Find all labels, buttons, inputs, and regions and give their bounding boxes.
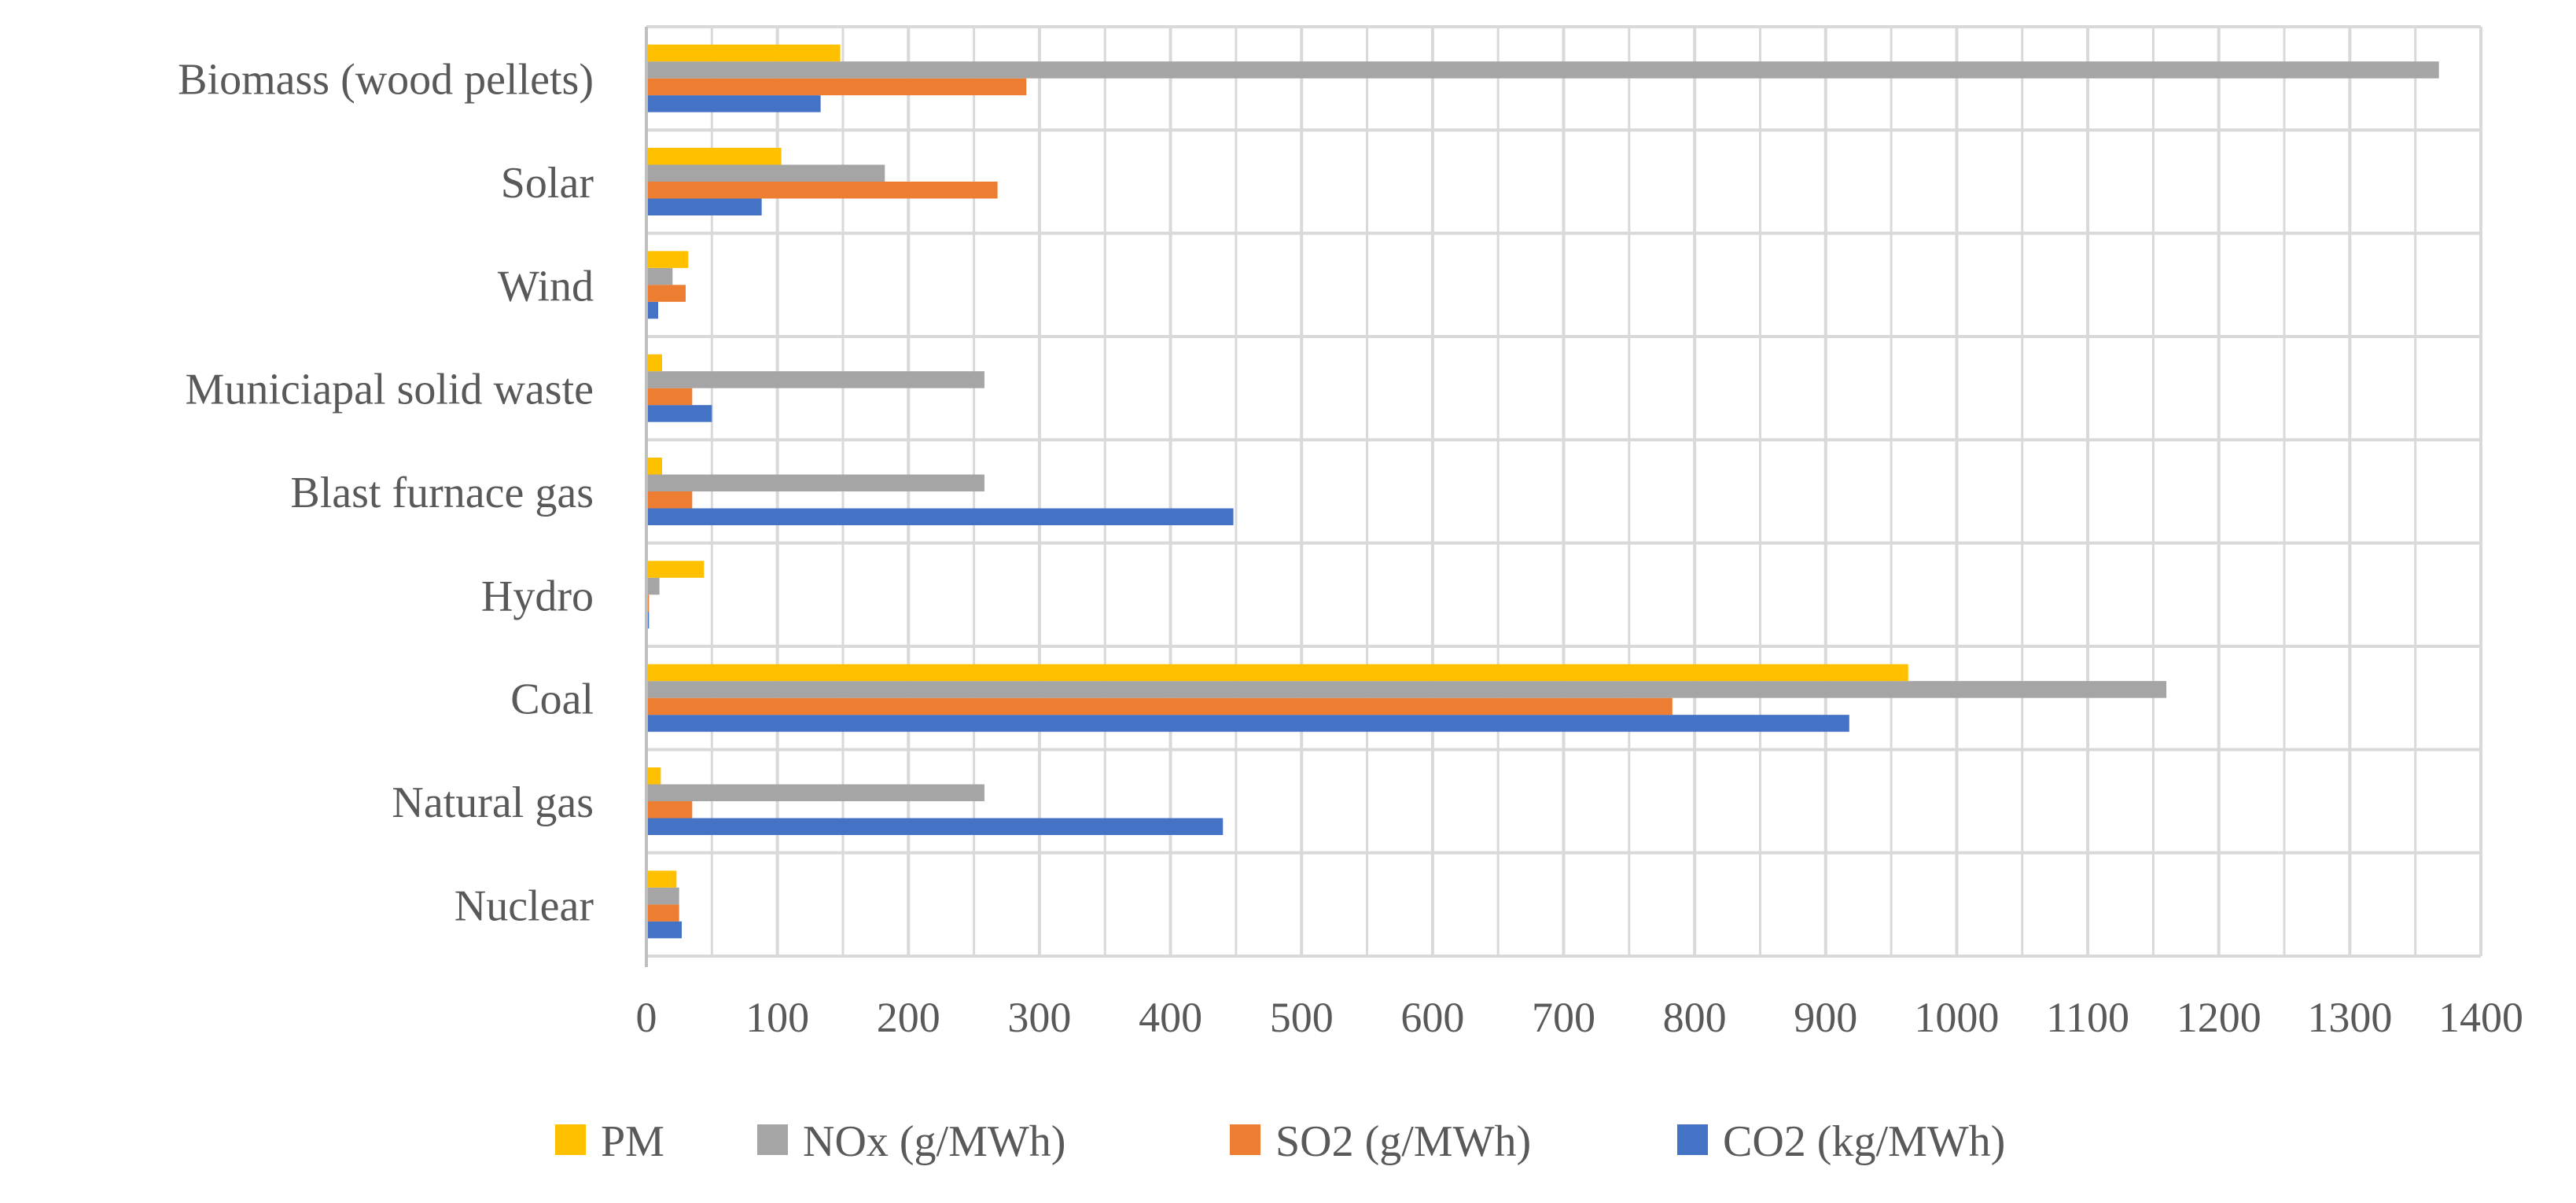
x-tick-label: 100 (745, 994, 809, 1041)
bar-nox-g-mwh-biomass-wood-pellets (646, 61, 2439, 79)
bar-co2-kg-mwh-wind (646, 301, 658, 319)
legend-label-pm: PM (601, 1117, 664, 1166)
bar-co2-kg-mwh-coal (646, 715, 1849, 732)
bar-co2-kg-mwh-solar (646, 198, 762, 215)
x-tick-label: 1300 (2307, 994, 2392, 1041)
legend-swatch-pm (555, 1124, 586, 1155)
bar-so2-g-mwh-natural-gas (646, 801, 693, 819)
bar-so2-g-mwh-coal (646, 697, 1673, 716)
category-labels: Nuclear Natural gas Coal Hydro Blast furnace… (178, 56, 594, 931)
category-label: Biomass (wood pellets) (178, 56, 594, 105)
legend-swatch-co2-kg-mwh (1677, 1124, 1708, 1155)
x-tick-label: 700 (1532, 994, 1595, 1041)
bar-pm-natural-gas (646, 767, 661, 785)
category-label: Blast furnace gas (290, 469, 594, 517)
bar-nox-g-mwh-hydro (646, 577, 660, 595)
x-tick-label: 0 (636, 994, 657, 1041)
x-tick-label: 500 (1270, 994, 1334, 1041)
x-tick-label: 900 (1794, 994, 1857, 1041)
bar-co2-kg-mwh-nuclear (646, 921, 682, 939)
bar-nox-g-mwh-coal (646, 681, 2167, 698)
bar-pm-solar (646, 148, 782, 165)
x-tick-labels: 0 100 200 300 400 500 600 700 800 900 1000 1100 1200… (636, 994, 2524, 1041)
bar-pm-municiapal-solid-waste (646, 354, 662, 372)
bar-pm-nuclear (646, 870, 677, 888)
bars (646, 44, 2439, 939)
bar-pm-biomass-wood-pellets (646, 44, 841, 62)
bar-nox-g-mwh-municiapal-solid-waste (646, 371, 984, 388)
bar-so2-g-mwh-wind (646, 285, 686, 302)
legend: PM NOx (g/MWh) SO2 (g/MWh) CO2 (kg/MWh) (555, 1117, 2005, 1166)
x-tick-label: 1000 (1914, 994, 1999, 1041)
bar-nox-g-mwh-solar (646, 164, 885, 182)
legend-label-co2-kg-mwh: CO2 (kg/MWh) (1723, 1117, 2005, 1166)
x-tick-label: 300 (1007, 994, 1071, 1041)
bar-nox-g-mwh-natural-gas (646, 784, 984, 801)
bar-co2-kg-mwh-biomass-wood-pellets (646, 95, 821, 112)
category-label: Wind (498, 262, 594, 311)
bar-co2-kg-mwh-municiapal-solid-waste (646, 405, 712, 422)
x-tick-label: 1200 (2177, 994, 2261, 1041)
bar-so2-g-mwh-solar (646, 182, 998, 199)
category-label: Natural gas (392, 778, 594, 827)
x-tick-label: 1400 (2438, 994, 2523, 1041)
bar-nox-g-mwh-nuclear (646, 887, 679, 905)
legend-label-so2-g-mwh: SO2 (g/MWh) (1275, 1117, 1531, 1166)
category-label: Hydro (481, 572, 594, 620)
bar-so2-g-mwh-municiapal-solid-waste (646, 388, 693, 406)
x-tick-label: 200 (877, 994, 940, 1041)
category-label: Municiapal solid waste (186, 366, 594, 414)
bar-so2-g-mwh-biomass-wood-pellets (646, 78, 1027, 96)
x-tick-label: 600 (1400, 994, 1464, 1041)
bar-pm-coal (646, 664, 1908, 682)
x-tick-label: 1100 (2046, 994, 2129, 1041)
category-label: Solar (501, 159, 594, 208)
x-tick-label: 400 (1139, 994, 1202, 1041)
legend-swatch-so2-g-mwh (1230, 1124, 1260, 1155)
bar-co2-kg-mwh-natural-gas (646, 818, 1224, 835)
legend-swatch-nox-g-mwh (757, 1124, 788, 1155)
bar-co2-kg-mwh-blast-furnace-gas (646, 508, 1234, 525)
category-label: Coal (510, 675, 594, 724)
legend-label-nox-g-mwh: NOx (g/MWh) (803, 1117, 1065, 1166)
bar-so2-g-mwh-nuclear (646, 904, 679, 922)
bar-pm-wind (646, 251, 689, 268)
bar-nox-g-mwh-blast-furnace-gas (646, 474, 984, 491)
bar-so2-g-mwh-blast-furnace-gas (646, 491, 693, 509)
bar-pm-blast-furnace-gas (646, 458, 662, 475)
category-label: Nuclear (454, 881, 594, 930)
x-tick-label: 800 (1663, 994, 1727, 1041)
bar-nox-g-mwh-wind (646, 267, 673, 285)
bar-pm-hydro (646, 561, 705, 578)
